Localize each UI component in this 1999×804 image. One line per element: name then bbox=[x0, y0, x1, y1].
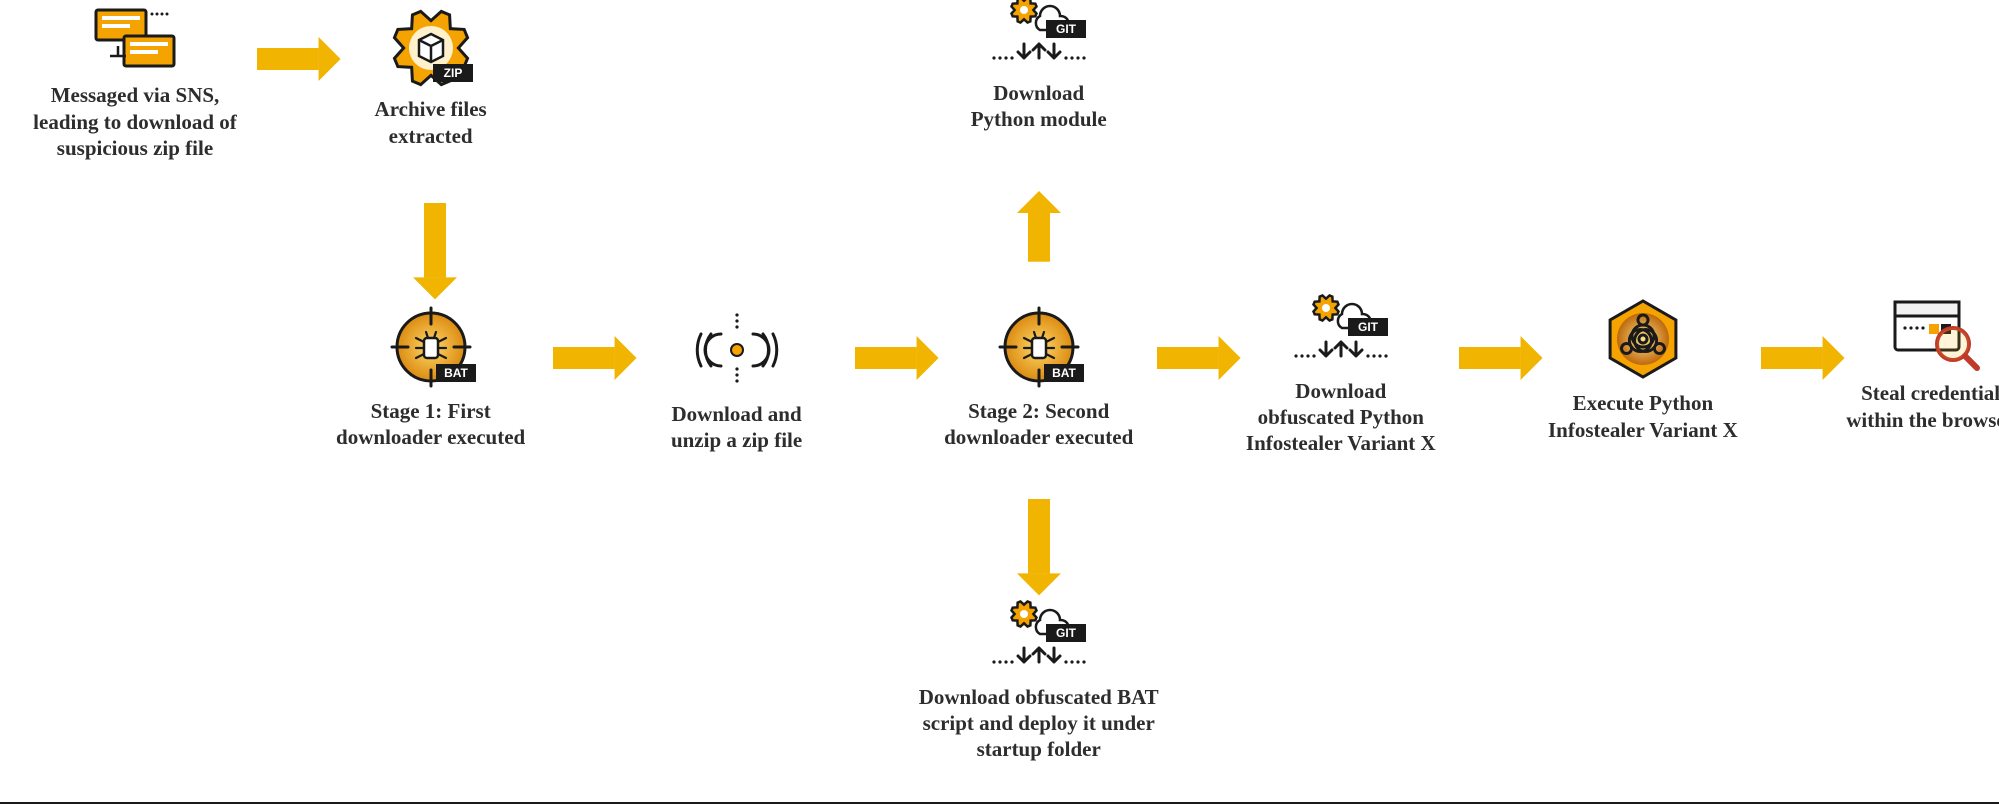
flow-arrow bbox=[1157, 336, 1263, 402]
node-label: Download Python module bbox=[897, 80, 1180, 133]
node-label: Download obfuscated BAT script and deplo… bbox=[859, 684, 1219, 763]
flow-arrow bbox=[1017, 499, 1083, 617]
svg-text:BAT: BAT bbox=[444, 366, 468, 380]
flow-arrow bbox=[1459, 336, 1565, 402]
node-label: Stage 1: First downloader executed bbox=[289, 398, 572, 451]
svg-text:GIT: GIT bbox=[1358, 320, 1379, 334]
svg-text:GIT: GIT bbox=[1056, 22, 1077, 36]
node-label: Archive files extracted bbox=[302, 96, 559, 149]
git-icon: GIT bbox=[897, 0, 1180, 74]
svg-text:BAT: BAT bbox=[1052, 366, 1076, 380]
node-pymod: GIT Download Python module bbox=[897, 0, 1180, 132]
flow-arrow bbox=[257, 37, 363, 103]
flow-arrow bbox=[1761, 336, 1867, 402]
svg-text:GIT: GIT bbox=[1056, 626, 1077, 640]
flow-arrow bbox=[855, 336, 961, 402]
flow-arrow bbox=[553, 336, 659, 402]
node-label: Stage 2: Second downloader executed bbox=[884, 398, 1193, 451]
node-label: Download and unzip a zip file bbox=[595, 401, 878, 454]
svg-text:ZIP: ZIP bbox=[443, 66, 462, 80]
node-startup: GIT Download obfuscated BAT script and de… bbox=[859, 598, 1219, 763]
node-stg1: BAT Stage 1: First downloader executed bbox=[289, 302, 572, 451]
attack-chain-diagram: Messaged via SNS, leading to download of… bbox=[0, 0, 1999, 804]
flow-arrow bbox=[413, 203, 479, 321]
flow-arrow bbox=[1017, 191, 1083, 284]
